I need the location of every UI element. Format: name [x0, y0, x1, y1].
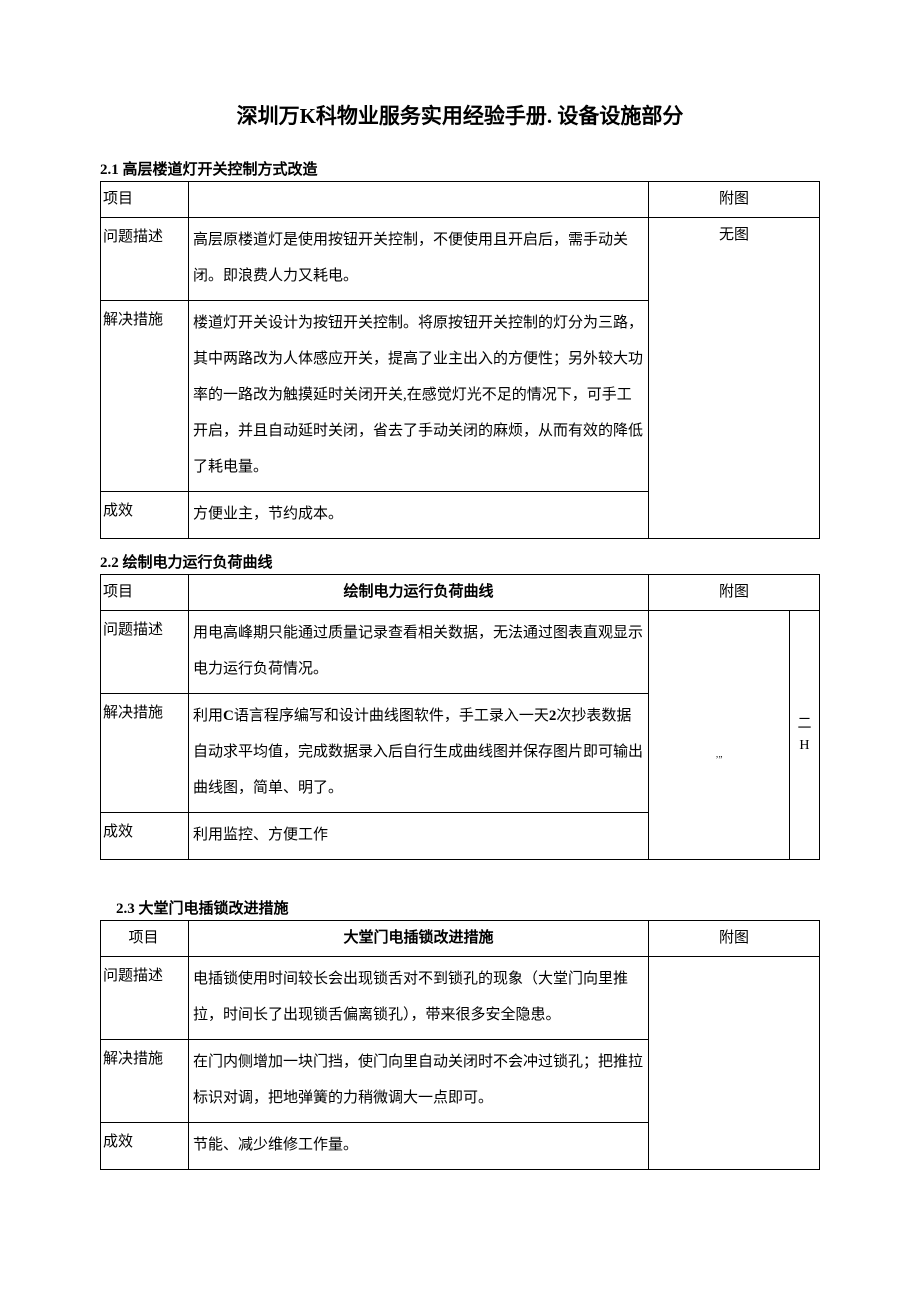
- row-label: 成效: [101, 813, 189, 860]
- row-content: 高层原楼道灯是使用按钮开关控制，不便使用且开启后，需手动关闭。即浪费人力又耗电。: [189, 218, 649, 301]
- header-attach: 附图: [649, 921, 820, 957]
- row-label: 问题描述: [101, 218, 189, 301]
- table-row: 项目 附图: [101, 182, 820, 218]
- title-post: 科物业服务实用经验手册. 设备设施部分: [316, 104, 684, 128]
- table-row: 项目 绘制电力运行负荷曲线 附图: [101, 575, 820, 611]
- row-content: 在门内侧增加一块门挡，使门向里自动关闭时不会冲过锁孔；把推拉标识对调，把地弹簧的…: [189, 1040, 649, 1123]
- section-heading-2-1: 2.1 高层楼道灯开关控制方式改造: [100, 158, 820, 179]
- attach-h-text: H: [792, 735, 817, 756]
- title-pre: 深圳万: [237, 104, 300, 128]
- attach-cell-left: ‚„: [649, 611, 790, 860]
- row-label: 成效: [101, 1123, 189, 1170]
- header-center: 绘制电力运行负荷曲线: [189, 575, 649, 611]
- row-label: 问题描述: [101, 611, 189, 694]
- table-row: 项目 大堂门电插锁改进措施 附图: [101, 921, 820, 957]
- row-label: 解决措施: [101, 301, 189, 492]
- attach-side-text: 二: [792, 714, 817, 735]
- header-center: [189, 182, 649, 218]
- content-c: C: [223, 708, 234, 724]
- table-2-2: 项目 绘制电力运行负荷曲线 附图 问题描述 用电高峰期只能通过质量记录查看相关数…: [100, 574, 820, 860]
- row-label: 问题描述: [101, 957, 189, 1040]
- content-pre: 利用: [193, 708, 223, 724]
- header-label: 项目: [101, 182, 189, 218]
- row-content: 利用监控、方便工作: [189, 813, 649, 860]
- table-2-1: 项目 附图 问题描述 高层原楼道灯是使用按钮开关控制，不便使用且开启后，需手动关…: [100, 181, 820, 539]
- attach-cell-right: 二 H: [789, 611, 819, 860]
- table-row: 问题描述 用电高峰期只能通过质量记录查看相关数据，无法通过图表直观显示电力运行负…: [101, 611, 820, 694]
- header-label: 项目: [101, 921, 189, 957]
- title-k: K: [300, 104, 316, 128]
- row-content: 用电高峰期只能通过质量记录查看相关数据，无法通过图表直观显示电力运行负荷情况。: [189, 611, 649, 694]
- table-2-3: 项目 大堂门电插锁改进措施 附图 问题描述 电插锁使用时间较长会出现锁舌对不到锁…: [100, 920, 820, 1170]
- row-content: 电插锁使用时间较长会出现锁舌对不到锁孔的现象（大堂门向里推拉，时间长了出现锁舌偏…: [189, 957, 649, 1040]
- row-label: 成效: [101, 492, 189, 539]
- header-label: 项目: [101, 575, 189, 611]
- section-heading-2-3: 2.3 大堂门电插锁改进措施: [100, 897, 820, 918]
- header-attach: 附图: [649, 575, 820, 611]
- row-content: 利用C语言程序编写和设计曲线图软件，手工录入一天2次抄表数据自动求平均值，完成数…: [189, 694, 649, 813]
- header-center: 大堂门电插锁改进措施: [189, 921, 649, 957]
- header-attach: 附图: [649, 182, 820, 218]
- row-attach: 无图: [649, 218, 820, 539]
- row-content: 楼道灯开关设计为按钮开关控制。将原按钮开关控制的灯分为三路，其中两路改为人体感应…: [189, 301, 649, 492]
- table-row: 问题描述 高层原楼道灯是使用按钮开关控制，不便使用且开启后，需手动关闭。即浪费人…: [101, 218, 820, 301]
- row-attach: [649, 957, 820, 1170]
- row-content: 方便业主，节约成本。: [189, 492, 649, 539]
- row-content: 节能、减少维修工作量。: [189, 1123, 649, 1170]
- content-mid: 语言程序编写和设计曲线图软件，手工录入一天: [234, 708, 549, 724]
- document-title: 深圳万K科物业服务实用经验手册. 设备设施部分: [100, 100, 820, 130]
- row-label: 解决措施: [101, 1040, 189, 1123]
- table-row: 问题描述 电插锁使用时间较长会出现锁舌对不到锁孔的现象（大堂门向里推拉，时间长了…: [101, 957, 820, 1040]
- tiny-mark: ‚„: [653, 706, 785, 762]
- row-label: 解决措施: [101, 694, 189, 813]
- section-heading-2-2: 2.2 绘制电力运行负荷曲线: [100, 551, 820, 572]
